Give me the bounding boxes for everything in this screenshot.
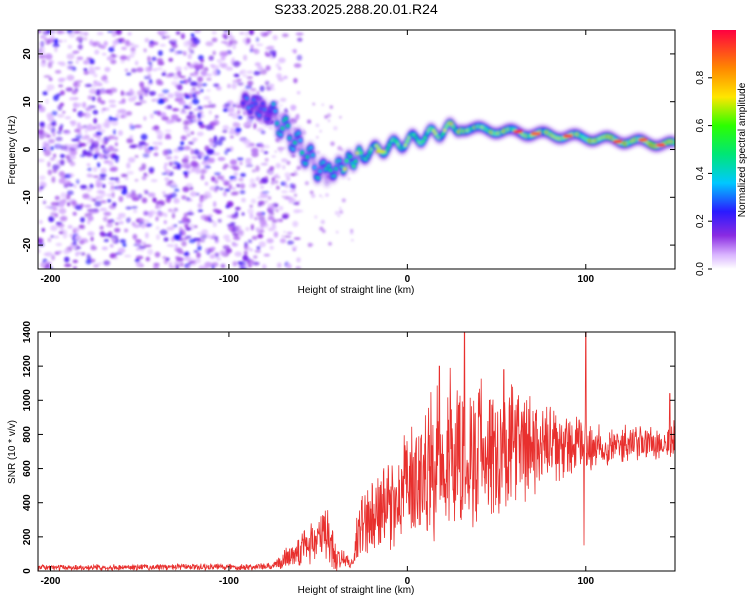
y-tick-label: 1400: [22, 320, 33, 343]
y-tick-label: 1000: [22, 389, 33, 412]
y-tick-label: 1200: [22, 355, 33, 378]
spectrogram-y-ticks: 20 10 0 -10 -20: [22, 48, 675, 252]
snr-x-ticks: -200 -100 0 100: [40, 332, 595, 587]
y-tick-label: -10: [22, 190, 33, 205]
colorbar-tick-label: 0.2: [695, 214, 706, 228]
colorbar-gradient: [712, 30, 736, 269]
colorbar-ticks: 0.0 0.2 0.4 0.6 0.8: [695, 70, 712, 276]
spectrogram-noise: [38, 30, 355, 269]
colorbar-label: Normalized spectral amplitude: [737, 82, 748, 217]
colorbar-tick-label: 0.4: [695, 166, 706, 180]
y-tick-label: 0: [22, 146, 33, 152]
spectrogram-x-label: Height of straight line (km): [298, 285, 415, 296]
colorbar: 0.0 0.2 0.4 0.6 0.8 Normalized spectral ampl…: [695, 30, 748, 276]
y-tick-label: 10: [22, 96, 33, 108]
x-tick-label: 0: [405, 274, 411, 285]
x-tick-label: 100: [577, 576, 594, 587]
snr-panel: -200 -100 0 100 0 200 400 600 800 1000 1200 1400 H…: [7, 320, 676, 596]
y-tick-label: 20: [22, 48, 33, 60]
x-tick-label: 0: [405, 576, 411, 587]
spectrogram-y-label: Frequency (Hz): [7, 116, 18, 185]
snr-series-line: [38, 332, 675, 571]
snr-x-label: Height of straight line (km): [298, 585, 415, 596]
x-tick-label: -100: [219, 274, 239, 285]
y-tick-label: 0: [22, 568, 33, 574]
snr-frame: [37, 331, 676, 572]
y-tick-label: 800: [22, 426, 33, 443]
y-tick-label: 200: [22, 528, 33, 545]
spectrogram-x-ticks: -200 -100 0 100: [40, 30, 595, 285]
y-tick-label: -20: [22, 237, 33, 252]
colorbar-tick-label: 0.0: [695, 262, 706, 276]
x-tick-label: -200: [40, 274, 60, 285]
x-tick-label: -200: [40, 576, 60, 587]
x-tick-label: 100: [577, 274, 594, 285]
spectrogram-trace: [240, 89, 675, 187]
colorbar-tick-label: 0.8: [695, 70, 706, 84]
colorbar-tick-label: 0.6: [695, 118, 706, 132]
chart-title: S233.2025.288.20.01.R24: [274, 1, 438, 17]
snr-y-label: SNR (10 * v/v): [7, 420, 18, 484]
y-tick-label: 400: [22, 494, 33, 511]
y-tick-label: 600: [22, 460, 33, 477]
snr-y-ticks: 0 200 400 600 800 1000 1200 1400: [22, 320, 675, 574]
x-tick-label: -100: [219, 576, 239, 587]
